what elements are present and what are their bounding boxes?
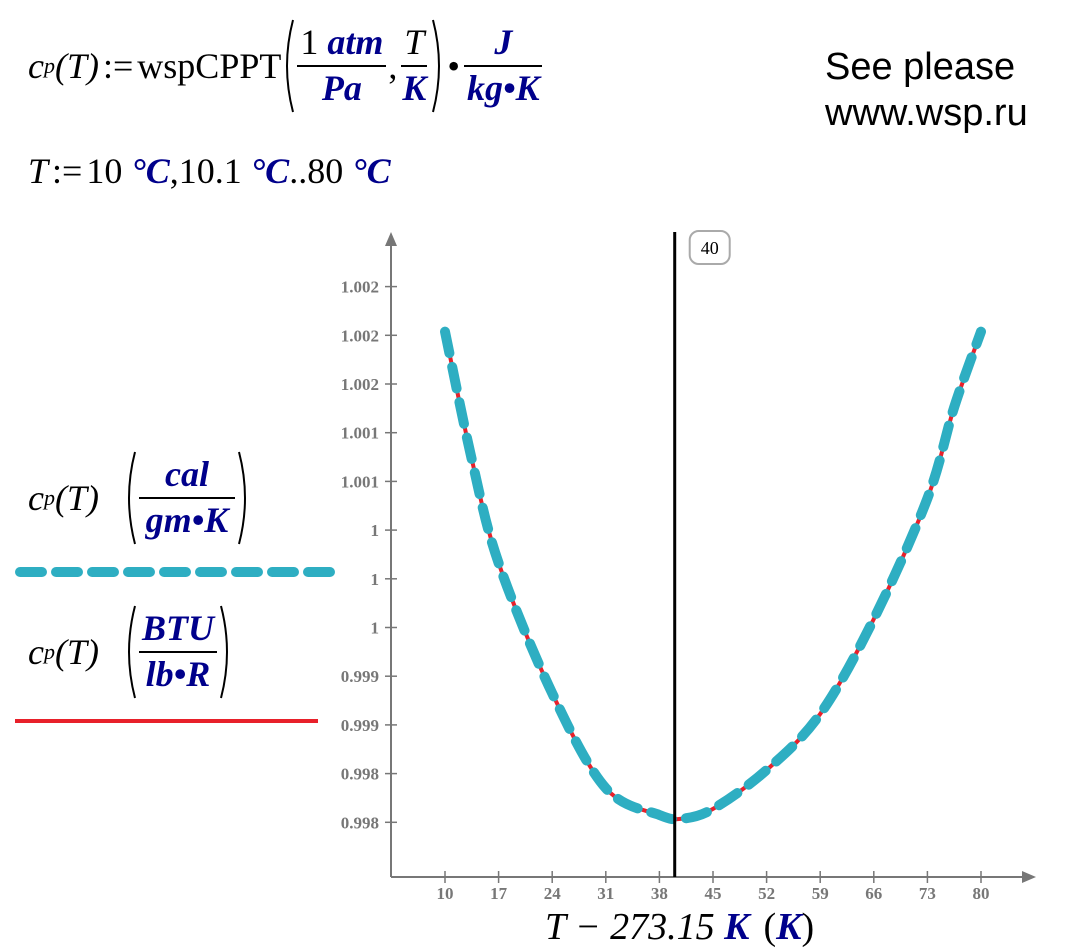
x-tick-label: 45 bbox=[705, 884, 722, 903]
legend-cal-sub: p bbox=[43, 485, 55, 510]
y-tick-label: 1.002 bbox=[341, 278, 379, 297]
x-tick-label: 38 bbox=[651, 884, 668, 903]
legend-swatch-cal bbox=[15, 567, 345, 577]
unit-den: kg•K bbox=[467, 68, 540, 108]
function-name: wspCPPT bbox=[137, 46, 282, 86]
legend-btu-sub: p bbox=[43, 639, 55, 664]
arg2-num: T bbox=[401, 23, 428, 67]
y-axis-arrow-icon bbox=[385, 232, 397, 246]
paren-right bbox=[238, 451, 246, 545]
series-cal-line bbox=[440, 326, 986, 825]
legend-btu-base: c bbox=[28, 632, 44, 672]
legend-cal-base: c bbox=[28, 478, 44, 518]
x-marker: 40 bbox=[673, 230, 731, 877]
note-text: See please www.wsp.ru bbox=[825, 44, 1028, 136]
x-label-paren-unit: K bbox=[776, 906, 802, 948]
x-tick-label: 59 bbox=[812, 884, 829, 903]
x-tick-label: 73 bbox=[919, 884, 936, 903]
paren-left bbox=[127, 451, 136, 545]
legend-cal-arg: (T) bbox=[54, 478, 99, 518]
range-assign: := bbox=[52, 151, 83, 191]
lhs-base: c bbox=[28, 46, 44, 86]
arg1-unit: atm bbox=[327, 22, 384, 63]
legend-cal-unit: cal gm•K bbox=[138, 455, 235, 540]
lhs-sub: p bbox=[43, 53, 55, 78]
legend-cal-unit-den: gm•K bbox=[145, 500, 229, 540]
x-tick-label: 31 bbox=[597, 884, 614, 903]
range-start: 10 bbox=[86, 151, 132, 191]
range-start-unit: °C bbox=[131, 151, 170, 191]
note-link[interactable]: www.wsp.ru bbox=[825, 92, 1028, 134]
lhs-arg: (T) bbox=[54, 46, 99, 86]
range-end-unit: °C bbox=[352, 151, 391, 191]
x-marker-label-box bbox=[688, 230, 731, 265]
y-tick-label: 0.999 bbox=[341, 667, 379, 686]
range-step: ,10.1 bbox=[169, 151, 251, 191]
legend-cal-unit-num: cal bbox=[138, 455, 235, 499]
range-dots: .. bbox=[289, 151, 308, 191]
legend-btu-unit: BTU lb•R bbox=[138, 609, 217, 694]
y-tick-label: 1 bbox=[371, 570, 380, 589]
range-end: 80 bbox=[307, 151, 353, 191]
y-tick-label: 1 bbox=[371, 619, 380, 638]
x-label-unit: K bbox=[724, 906, 750, 948]
legend-btu-arg: (T) bbox=[54, 632, 99, 672]
x-label-expr: T − 273.15 bbox=[545, 906, 725, 948]
legend-expr-btu[interactable]: c p (T) BTU lb•R bbox=[28, 604, 233, 700]
x-tick-label: 80 bbox=[973, 884, 990, 903]
assign-op: := bbox=[102, 46, 134, 86]
y-tick-label: 0.999 bbox=[341, 716, 379, 735]
x-tick-label: 24 bbox=[544, 884, 562, 903]
axes: 10 17 24 31 38 45 52 59 66 73 80 0.998 0.998 0.999 0.9… bbox=[341, 232, 1036, 903]
paren-left bbox=[286, 19, 295, 113]
x-tick-label: 10 bbox=[437, 884, 454, 903]
legend-btu-unit-num: BTU bbox=[138, 609, 217, 653]
x-tick-label: 66 bbox=[865, 884, 882, 903]
paren-left bbox=[127, 605, 136, 699]
legend-swatch-btu bbox=[15, 719, 318, 723]
x-axis-label: T − 273.15 K (K) bbox=[545, 906, 815, 948]
note-line1: See please bbox=[825, 46, 1016, 88]
curves bbox=[440, 326, 986, 825]
comma: , bbox=[388, 46, 398, 86]
range-step-unit: °C bbox=[250, 151, 290, 191]
range-var: T bbox=[28, 151, 49, 191]
y-tick-label: 1.002 bbox=[341, 326, 379, 345]
arg1-fraction: 1 atm Pa bbox=[297, 22, 387, 108]
y-tick-label: 0.998 bbox=[341, 765, 379, 784]
legend-expr-cal[interactable]: c p (T) cal gm•K bbox=[28, 450, 251, 546]
multiply-dot: • bbox=[447, 46, 460, 86]
arg2-fraction: T K bbox=[399, 23, 429, 108]
x-marker-label: 40 bbox=[701, 238, 719, 258]
y-tick-label: 0.998 bbox=[341, 813, 379, 832]
y-tick-label: 1.001 bbox=[341, 424, 379, 443]
paren-right bbox=[220, 605, 228, 699]
series-btu-line bbox=[443, 330, 983, 822]
unit-num: J bbox=[464, 23, 543, 67]
arg2-den: K bbox=[402, 68, 427, 108]
y-tick-label: 1 bbox=[371, 521, 380, 540]
arg1-num: 1 bbox=[300, 22, 328, 63]
cp-definition: c p (T) := wspCPPT 1 atm Pa , T K • J kg•K bbox=[28, 18, 545, 114]
x-tick-label: 17 bbox=[490, 884, 508, 903]
x-tick-label: 52 bbox=[758, 884, 775, 903]
y-tick-label: 1.001 bbox=[341, 472, 379, 491]
y-tick-label: 1.002 bbox=[341, 375, 379, 394]
paren-right bbox=[432, 19, 441, 113]
x-axis-arrow-icon bbox=[1022, 871, 1036, 883]
unit-fraction: J kg•K bbox=[464, 23, 543, 108]
arg1-den: Pa bbox=[321, 68, 362, 108]
range-definition: T := 10 °C ,10.1 °C .. 80 °C bbox=[28, 150, 391, 192]
legend-btu-unit-den: lb•R bbox=[145, 654, 211, 694]
